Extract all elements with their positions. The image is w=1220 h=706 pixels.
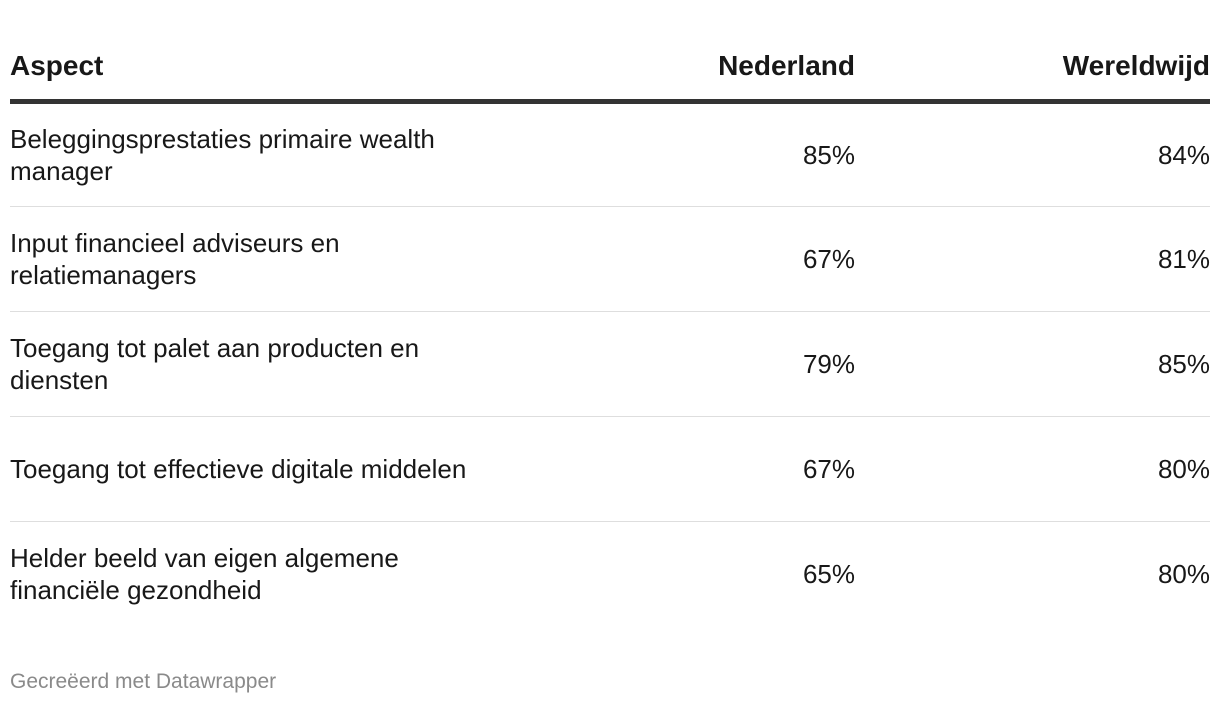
- cell-wereldwijd: 80%: [1157, 559, 1210, 590]
- column-header-nederland[interactable]: Nederland: [490, 36, 855, 104]
- datawrapper-credit[interactable]: Gecreëerd met Datawrapper: [10, 670, 277, 693]
- cell-nederland: 79%: [490, 311, 855, 417]
- cell-nederland: 67%: [490, 206, 855, 312]
- data-table: Aspect Nederland Wereldwijd Beleggingspr…: [10, 36, 1210, 627]
- table-row: Toegang tot effectieve digitale middelen…: [10, 416, 1210, 522]
- aspect-label: Helder beeld van eigen algemene financië…: [10, 543, 399, 606]
- data-table-container: Aspect Nederland Wereldwijd Beleggingspr…: [10, 36, 1210, 627]
- cell-wereldwijd: 81%: [855, 206, 1210, 312]
- cell-nederland: 65%: [802, 559, 855, 590]
- aspect-label: Toegang tot effectieve digitale middelen: [10, 454, 467, 484]
- cell-nederland: 67%: [490, 416, 855, 522]
- cell-aspect: Beleggingsprestaties primaire wealth man…: [10, 101, 490, 207]
- table-row: Input financieel adviseurs en relatieman…: [10, 206, 1210, 312]
- cell-aspect: Toegang tot effectieve digitale middelen: [10, 416, 490, 522]
- cell-wereldwijd: 85%: [855, 311, 1210, 417]
- aspect-label: Toegang tot palet aan producten en diens…: [10, 333, 420, 395]
- header-row: Aspect Nederland Wereldwijd: [10, 36, 1210, 104]
- cell-aspect: Toegang tot palet aan producten en diens…: [10, 311, 490, 417]
- table-row: Toegang tot palet aan producten en diens…: [10, 311, 1210, 417]
- cell-aspect: Input financieel adviseurs en relatieman…: [10, 206, 490, 312]
- table-row: Helder beeld van eigen algemene financië…: [10, 522, 1210, 627]
- table-header: Aspect Nederland Wereldwijd: [10, 36, 1210, 104]
- cell-aspect: Helder beeld van eigen algemene financië…: [10, 522, 490, 627]
- cell-nederland: 85%: [490, 101, 855, 207]
- aspect-label: Beleggingsprestaties primaire wealth man…: [10, 124, 435, 186]
- table-body: Beleggingsprestaties primaire wealth man…: [10, 101, 1210, 627]
- table-row: Beleggingsprestaties primaire wealth man…: [10, 101, 1210, 207]
- column-header-wereldwijd[interactable]: Wereldwijd: [855, 36, 1210, 104]
- column-header-aspect[interactable]: Aspect: [10, 36, 490, 104]
- cell-wereldwijd: 84%: [855, 101, 1210, 207]
- cell-wereldwijd: 80%: [855, 416, 1210, 522]
- aspect-label: Input financieel adviseurs en relatieman…: [10, 228, 340, 290]
